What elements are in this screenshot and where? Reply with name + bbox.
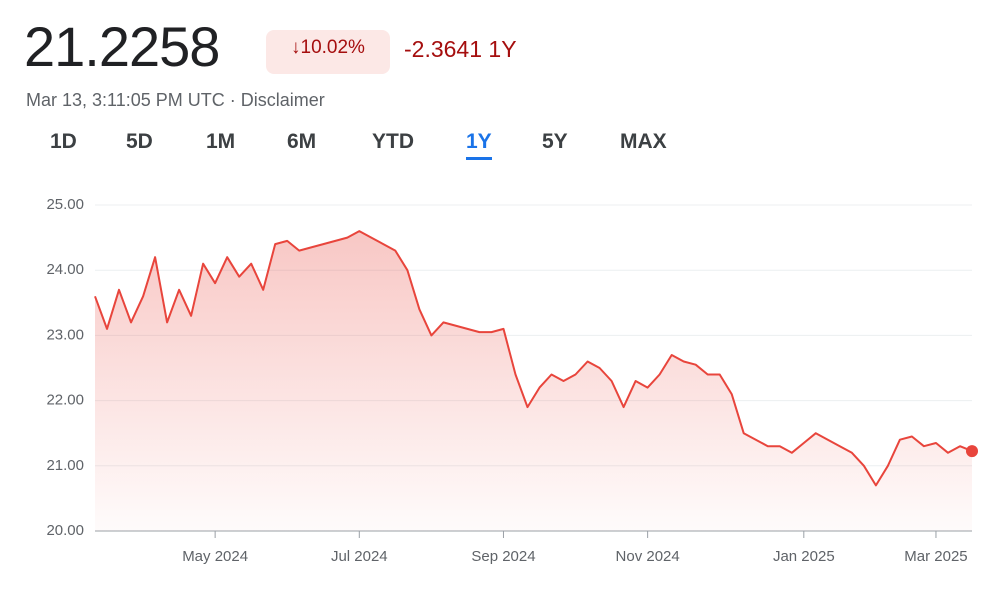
range-tab[interactable]: 6M <box>287 130 317 153</box>
price: 21.2258 <box>24 15 220 78</box>
range-tab[interactable]: 5D <box>126 130 153 153</box>
y-tick-label: 25.00 <box>46 196 84 213</box>
x-tick-label: Jan 2025 <box>773 548 835 565</box>
last-point <box>966 445 978 458</box>
x-tick-label: Nov 2024 <box>616 548 680 565</box>
range-tab[interactable]: MAX <box>620 130 667 153</box>
price-line <box>94 230 973 487</box>
y-tick-label: 23.00 <box>46 326 84 343</box>
x-tick-label: May 2024 <box>182 548 248 565</box>
range-tab[interactable]: 1M <box>206 130 236 153</box>
timestamp: Mar 13, 3:11:05 PM UTC · Disclaimer <box>26 90 325 110</box>
x-tick-label: Mar 2025 <box>904 548 967 565</box>
range-tab[interactable]: YTD <box>372 130 414 153</box>
range-tab[interactable]: 1D <box>50 130 77 153</box>
y-tick-label: 24.00 <box>46 261 84 278</box>
range-tab[interactable]: 5Y <box>542 130 568 153</box>
x-tick-label: Sep 2024 <box>471 548 535 565</box>
y-tick-label: 21.00 <box>46 457 84 474</box>
change-value: -2.3641 1Y <box>404 36 517 62</box>
change-percent: ↓10.02% <box>266 30 390 74</box>
y-tick-label: 20.00 <box>46 522 84 539</box>
x-tick-label: Jul 2024 <box>331 548 388 565</box>
area <box>95 231 972 531</box>
range-tab[interactable]: 1Y <box>466 130 492 160</box>
y-tick-label: 22.00 <box>46 392 84 409</box>
